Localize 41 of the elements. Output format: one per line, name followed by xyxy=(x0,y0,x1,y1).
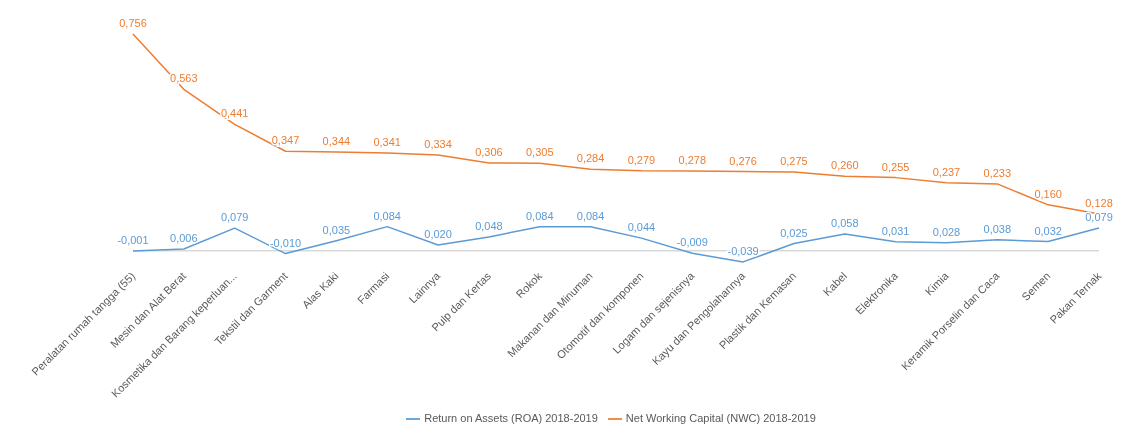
data-label: 0,038 xyxy=(983,222,1012,235)
legend-label: Net Working Capital (NWC) 2018-2019 xyxy=(625,411,816,424)
data-label: 0,441 xyxy=(220,107,249,120)
data-label: 0,032 xyxy=(1034,224,1062,237)
data-label: 0,160 xyxy=(1034,187,1062,200)
data-label: 0,035 xyxy=(322,223,351,236)
data-label: 0,347 xyxy=(271,134,300,147)
data-label: 0,255 xyxy=(881,160,910,173)
data-label: 0,028 xyxy=(932,225,961,238)
legend-label: Return on Assets (ROA) 2018-2019 xyxy=(424,411,598,424)
data-label: 0,128 xyxy=(1085,197,1113,210)
data-label: 0,058 xyxy=(831,217,859,230)
data-label: 0,344 xyxy=(322,135,351,148)
data-label: 0,084 xyxy=(576,209,605,222)
data-label: 0,031 xyxy=(881,224,910,237)
data-label: 0,025 xyxy=(780,226,808,239)
data-label: 0,334 xyxy=(424,137,452,150)
data-label: 0,341 xyxy=(373,135,401,148)
data-label: 0,306 xyxy=(475,146,503,158)
data-label: 0,275 xyxy=(780,154,808,167)
data-label: -0,010 xyxy=(269,236,302,249)
data-label: 0,233 xyxy=(983,166,1012,179)
data-label: 0,260 xyxy=(831,159,859,172)
data-label: -0,009 xyxy=(676,236,708,249)
data-label: 0,084 xyxy=(525,209,554,222)
data-label: 0,044 xyxy=(627,221,656,234)
data-label: 0,084 xyxy=(373,209,401,222)
data-label: 0,006 xyxy=(170,232,198,245)
data-label: 0,278 xyxy=(678,154,707,167)
data-label: 0,276 xyxy=(729,154,757,167)
data-label: 0,305 xyxy=(525,146,554,159)
data-label: 0,079 xyxy=(220,211,249,224)
data-label: 0,020 xyxy=(424,227,452,240)
data-label: 0,079 xyxy=(1085,211,1113,224)
data-label: 0,279 xyxy=(627,153,656,166)
data-label: 0,048 xyxy=(475,219,503,232)
data-label: -0,001 xyxy=(117,234,149,247)
data-label: -0,039 xyxy=(727,244,759,257)
data-label: 0,237 xyxy=(932,165,961,178)
data-label: 0,284 xyxy=(576,152,605,165)
data-label: 0,756 xyxy=(119,17,147,29)
